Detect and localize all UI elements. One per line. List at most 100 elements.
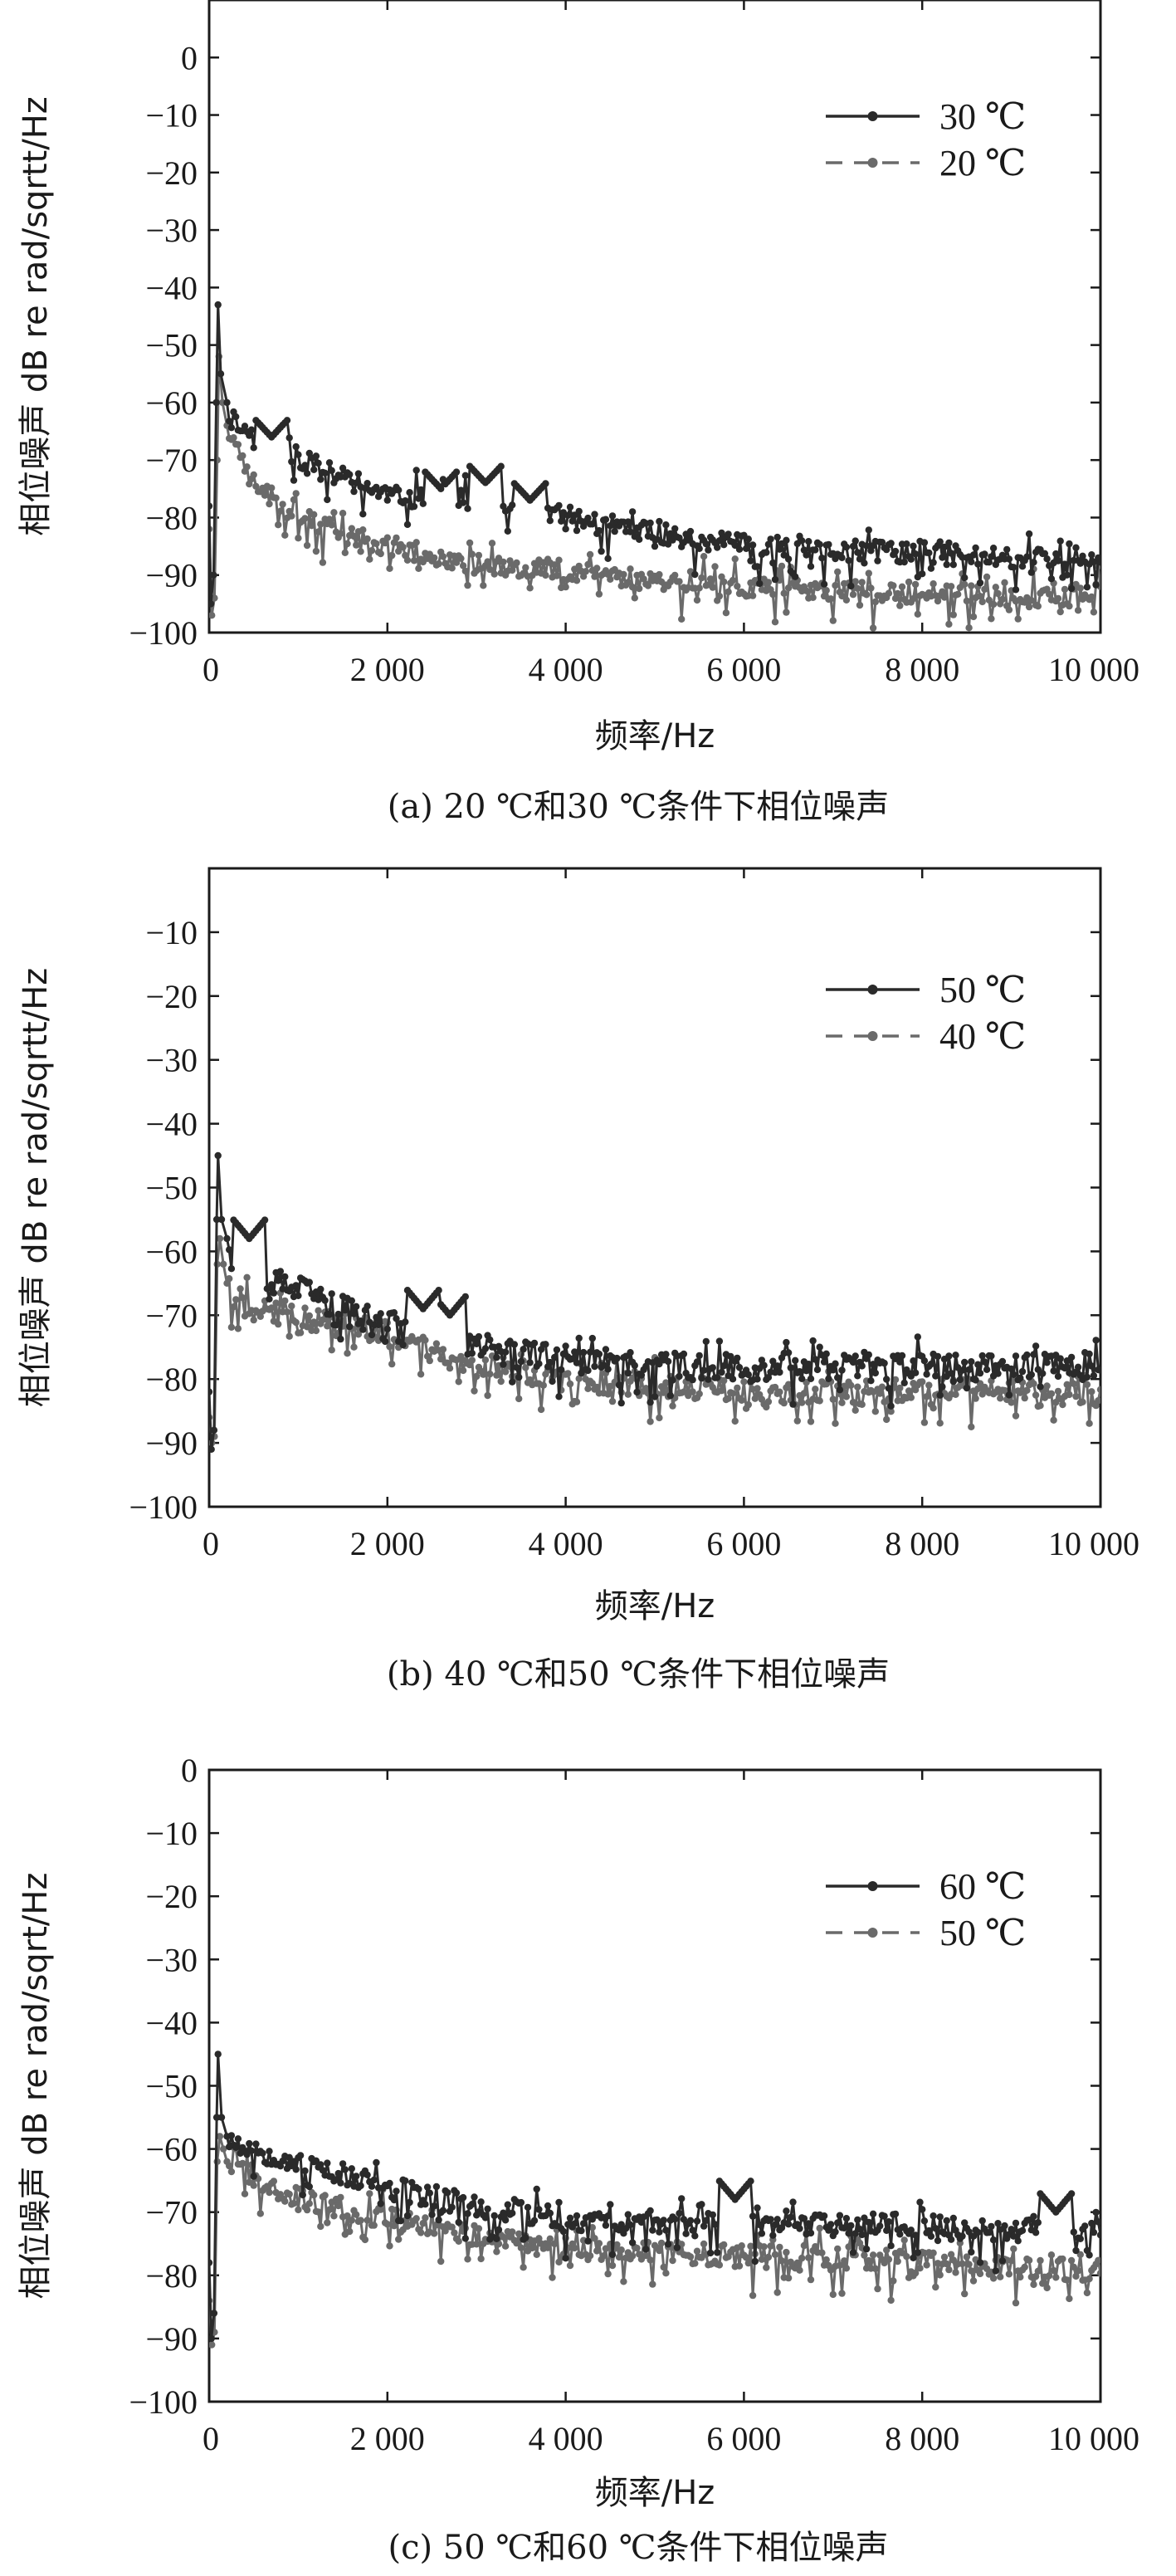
data-point: [230, 1303, 237, 1311]
data-point: [593, 2247, 601, 2255]
data-point: [292, 2166, 300, 2173]
data-point: [522, 564, 529, 571]
data-point: [783, 1338, 790, 1347]
data-point: [1067, 1353, 1076, 1361]
data-point: [820, 580, 828, 588]
data-point: [854, 1383, 861, 1391]
data-point: [1034, 1366, 1042, 1373]
data-point: [227, 2132, 236, 2139]
data-point: [838, 1399, 846, 1406]
data-point: [636, 535, 643, 543]
data-point: [780, 551, 788, 559]
data-point: [911, 1369, 920, 1376]
data-point: [415, 495, 422, 502]
data-point: [444, 1359, 451, 1367]
data-point: [1043, 2284, 1051, 2292]
data-point: [1086, 2251, 1093, 2259]
data-point: [965, 1366, 973, 1374]
data-point: [493, 2248, 500, 2256]
data-point: [945, 1352, 953, 1360]
data-point: [934, 2236, 942, 2245]
data-point: [533, 2251, 540, 2258]
data-point: [945, 620, 953, 628]
data-point: [542, 1341, 549, 1348]
data-point: [1032, 1391, 1040, 1399]
legend: 50 ℃ 40 ℃: [826, 970, 1026, 1057]
plot-frame: [207, 0, 1102, 634]
data-point: [930, 559, 937, 566]
x-tick-label: 10 000: [1048, 2420, 1139, 2457]
data-point: [930, 2212, 937, 2220]
data-point: [816, 2224, 823, 2232]
data-point: [312, 452, 320, 460]
data-point: [784, 2274, 793, 2282]
data-point: [657, 2239, 666, 2247]
data-point: [354, 470, 363, 477]
data-point: [780, 589, 788, 597]
data-point: [695, 1352, 703, 1360]
data-point: [210, 2310, 218, 2317]
data-point: [722, 609, 730, 617]
y-tick-label: −70: [145, 1297, 198, 1334]
data-point: [501, 2242, 510, 2250]
data-point: [735, 1364, 744, 1371]
data-point: [649, 2227, 656, 2234]
data-point: [210, 571, 217, 579]
data-point: [813, 1366, 822, 1374]
data-point: [714, 1374, 721, 1381]
data-point: [947, 2236, 955, 2243]
data-point: [501, 1368, 510, 1376]
data-point: [633, 1388, 641, 1396]
data-point: [686, 527, 695, 535]
data-point: [544, 2202, 552, 2210]
data-point: [439, 1346, 447, 1353]
data-point: [504, 527, 511, 535]
data-point: [364, 2171, 371, 2178]
data-point: [787, 2213, 794, 2221]
legend-marker: [867, 1031, 878, 1041]
data-point: [1010, 1371, 1017, 1379]
data-point: [756, 2221, 764, 2229]
x-tick-label: 2 000: [350, 1525, 425, 1562]
data-point: [220, 1260, 227, 1268]
data-point: [963, 1384, 971, 1392]
data-point: [359, 526, 367, 534]
data-point: [373, 483, 380, 491]
data-point: [346, 2227, 354, 2236]
data-point: [1008, 2257, 1015, 2265]
data-point: [337, 2193, 344, 2202]
data-point: [714, 2249, 721, 2256]
data-point: [464, 2210, 471, 2217]
data-point: [738, 2242, 745, 2250]
data-point: [275, 521, 282, 529]
data-point: [1047, 575, 1056, 583]
data-point: [1043, 1359, 1051, 1366]
data-point: [1050, 2266, 1057, 2275]
figure-caption: (c) 50 ℃和60 ℃条件下相位噪声: [388, 2529, 888, 2567]
y-tick-label: −60: [145, 1233, 198, 1270]
data-point: [595, 526, 603, 535]
data-point: [673, 2244, 681, 2251]
data-point: [439, 553, 447, 560]
data-point: [842, 2215, 851, 2222]
data-point: [974, 1361, 982, 1368]
data-point: [312, 2157, 320, 2164]
y-tick-label: −10: [145, 914, 198, 951]
data-point: [542, 571, 549, 579]
data-point: [911, 580, 920, 589]
data-point: [825, 2227, 832, 2234]
data-point: [881, 2212, 888, 2220]
data-point: [858, 579, 866, 586]
data-point: [796, 2225, 803, 2232]
data-point: [729, 1390, 737, 1397]
data-point: [642, 2246, 650, 2253]
data-point: [849, 542, 857, 550]
data-point: [923, 1393, 930, 1400]
x-axis-label: 频率/Hz: [595, 717, 715, 755]
data-point: [820, 1358, 828, 1366]
data-point: [308, 522, 315, 530]
data-point: [627, 1349, 634, 1356]
data-point: [535, 2206, 543, 2213]
data-point: [842, 1393, 851, 1400]
